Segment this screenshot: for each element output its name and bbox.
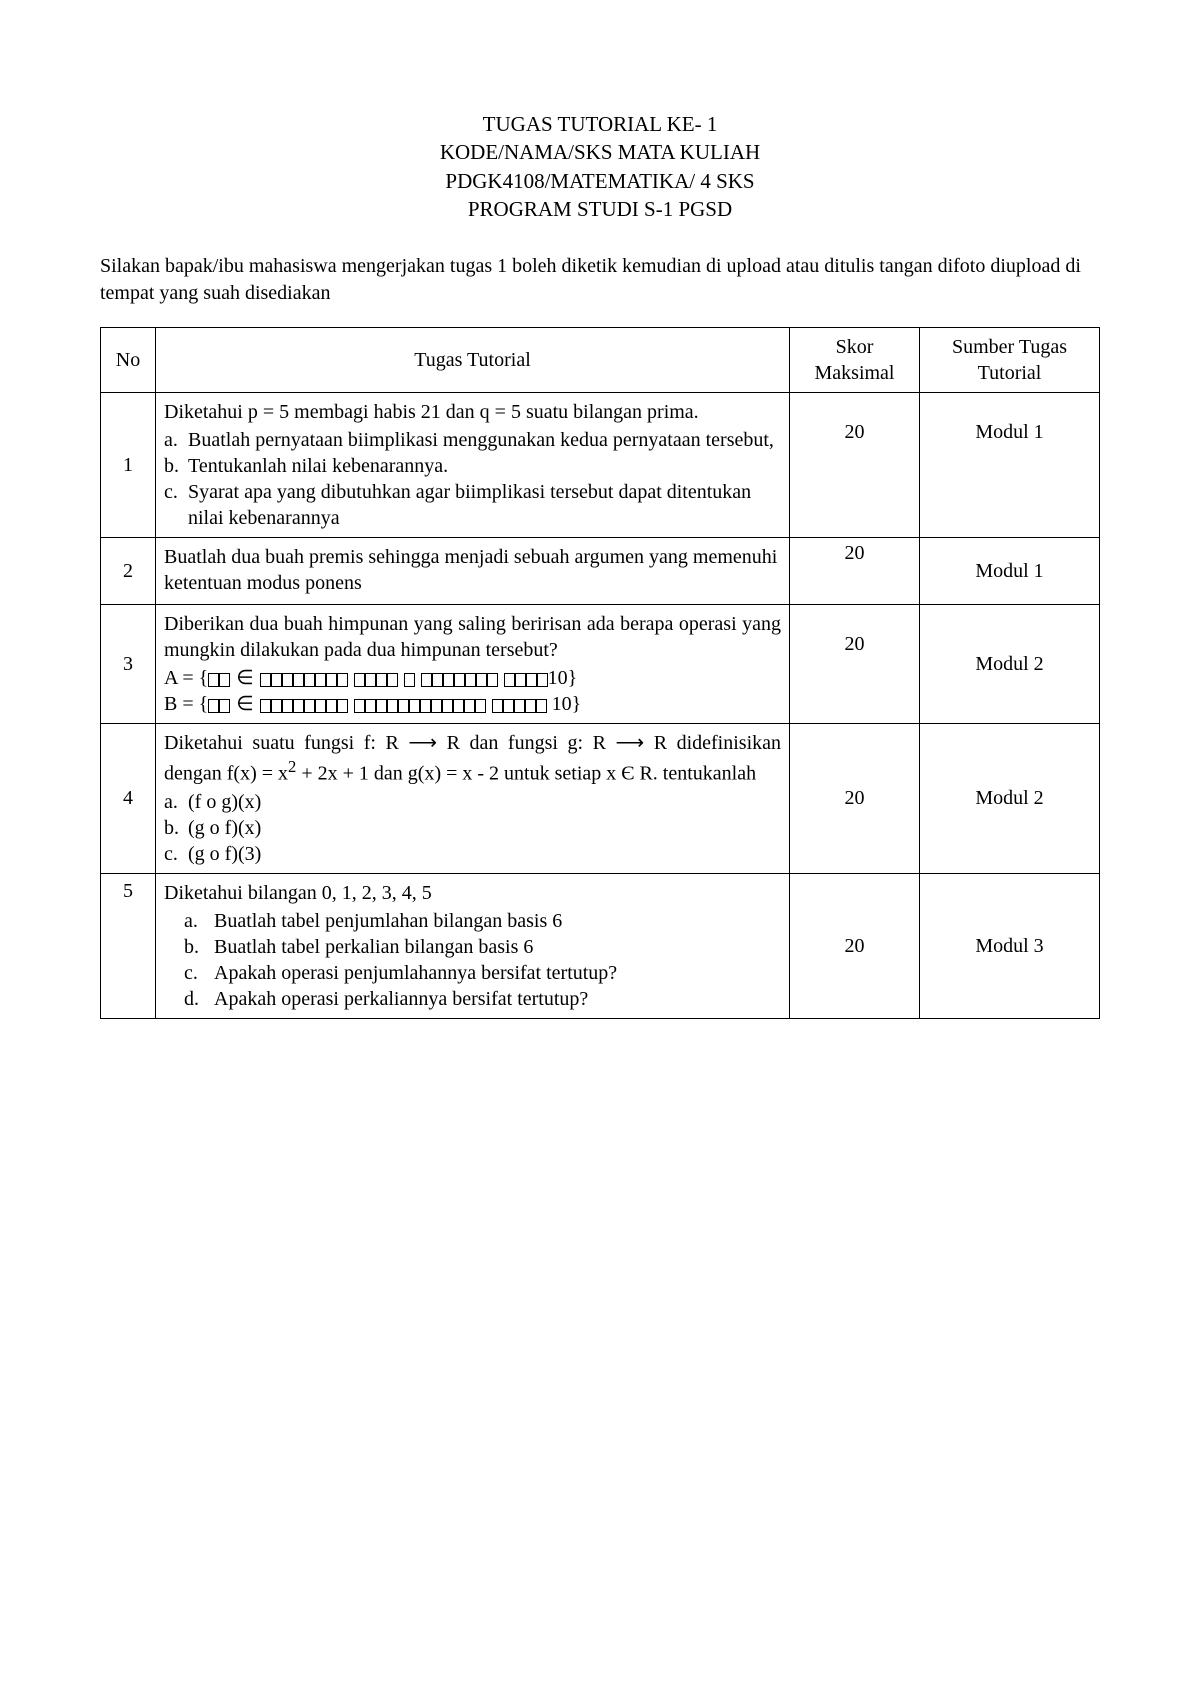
subitem-text: Tentukanlah nilai kebenarannya. [188,453,781,479]
cell-skor: 20 [790,605,920,724]
header-line-2: KODE/NAMA/SKS MATA KULIAH [100,138,1100,166]
set-b-tail: 10} [547,693,582,715]
subitem-text: (g o f)(3) [188,841,781,867]
task-subitem: c. Apakah operasi penjumlahannya bersifa… [164,960,781,986]
header-line-3: PDGK4108/MATEMATIKA/ 4 SKS [100,167,1100,195]
cell-task: Diketahui p = 5 membagi habis 21 dan q =… [156,393,790,538]
task-subitem: a. Buatlah tabel penjumlahan bilangan ba… [164,908,781,934]
cell-task: Diketahui suatu fungsi f: R ⟶ R dan fung… [156,724,790,874]
col-header-src-l1: Sumber Tugas [952,336,1067,358]
subitem-text: Buatlah tabel perkalian bilangan basis 6 [214,934,781,960]
subitem-text: Syarat apa yang dibutuhkan agar biimplik… [188,479,781,531]
table-header-row: No Tugas Tutorial Skor Maksimal Sumber T… [101,328,1100,393]
cell-src: Modul 2 [920,605,1100,724]
subitem-text: Apakah operasi perkaliannya bersifat ter… [214,986,781,1012]
subitem-marker: a. [184,908,214,934]
subitem-marker: a. [164,789,188,815]
table-row: 2 Buatlah dua buah premis sehingga menja… [101,538,1100,605]
cell-skor: 20 [790,393,920,538]
subitem-text: Buatlah pernyataan biimplikasi menggunak… [188,427,781,453]
set-b-line: B = {∈ 10} [164,691,781,717]
header-line-1: TUGAS TUTORIAL KE- 1 [100,110,1100,138]
subitem-marker: c. [184,960,214,986]
table-row: 3 Diberikan dua buah himpunan yang salin… [101,605,1100,724]
col-header-no: No [101,328,156,393]
subitem-marker: d. [184,986,214,1012]
header-line-4: PROGRAM STUDI S-1 PGSD [100,195,1100,223]
task-intro: Diketahui p = 5 membagi habis 21 dan q =… [164,399,781,425]
cell-src: Modul 1 [920,393,1100,538]
subitem-marker: b. [164,453,188,479]
task-intro: Diberikan dua buah himpunan yang saling … [164,611,781,663]
intro-pre: Diketahui suatu fungsi f: R [164,732,408,754]
task-intro: Diketahui bilangan 0, 1, 2, 3, 4, 5 [164,880,781,906]
col-header-skor-l1: Skor [836,336,874,358]
task-subitem: b. Buatlah tabel perkalian bilangan basi… [164,934,781,960]
subitem-text: Apakah operasi penjumlahannya bersifat t… [214,960,781,986]
tasks-table: No Tugas Tutorial Skor Maksimal Sumber T… [100,327,1100,1019]
cell-no: 1 [101,393,156,538]
task-intro: Buatlah dua buah premis sehingga menjadi… [164,544,781,596]
col-header-skor-l2: Maksimal [815,362,895,384]
cell-skor: 20 [790,724,920,874]
col-header-src-l2: Tutorial [978,362,1042,384]
subitem-text: (f o g)(x) [188,789,781,815]
subitem-marker: c. [164,841,188,867]
task-subitem: c. Syarat apa yang dibutuhkan agar biimp… [164,479,781,531]
cell-skor: 20 [790,538,920,605]
task-subitem: d. Apakah operasi perkaliannya bersifat … [164,986,781,1012]
document-header: TUGAS TUTORIAL KE- 1 KODE/NAMA/SKS MATA … [100,110,1100,223]
table-row: 5 Diketahui bilangan 0, 1, 2, 3, 4, 5 a.… [101,874,1100,1019]
cell-no: 3 [101,605,156,724]
cell-task: Buatlah dua buah premis sehingga menjadi… [156,538,790,605]
subitem-marker: b. [164,815,188,841]
subitem-text: Buatlah tabel penjumlahan bilangan basis… [214,908,781,934]
table-row: 4 Diketahui suatu fungsi f: R ⟶ R dan fu… [101,724,1100,874]
task-subitem: b. Tentukanlah nilai kebenarannya. [164,453,781,479]
intro-after-sup: + 2x + 1 dan g(x) = x - 2 untuk setiap x… [296,763,756,785]
cell-task: Diberikan dua buah himpunan yang saling … [156,605,790,724]
intro-paragraph: Silakan bapak/ibu mahasiswa mengerjakan … [100,253,1100,307]
task-subitem: c. (g o f)(3) [164,841,781,867]
cell-skor: 20 [790,874,920,1019]
set-a-line: A = {∈10} [164,665,781,691]
task-intro: Diketahui suatu fungsi f: R ⟶ R dan fung… [164,730,781,787]
cell-src: Modul 2 [920,724,1100,874]
task-subitem: a. Buatlah pernyataan biimplikasi menggu… [164,427,781,453]
task-subitem: a. (f o g)(x) [164,789,781,815]
col-header-skor: Skor Maksimal [790,328,920,393]
col-header-task: Tugas Tutorial [156,328,790,393]
table-row: 1 Diketahui p = 5 membagi habis 21 dan q… [101,393,1100,538]
cell-no: 2 [101,538,156,605]
subitem-marker: b. [184,934,214,960]
document-page: TUGAS TUTORIAL KE- 1 KODE/NAMA/SKS MATA … [0,0,1200,1698]
task-subitem: b. (g o f)(x) [164,815,781,841]
cell-no: 4 [101,724,156,874]
cell-src: Modul 3 [920,874,1100,1019]
cell-no: 5 [101,874,156,1019]
subitem-marker: c. [164,479,188,505]
subitem-text: (g o f)(x) [188,815,781,841]
set-a-tail: 10} [548,667,578,689]
col-header-src: Sumber Tugas Tutorial [920,328,1100,393]
cell-task: Diketahui bilangan 0, 1, 2, 3, 4, 5 a. B… [156,874,790,1019]
cell-src: Modul 1 [920,538,1100,605]
subitem-marker: a. [164,427,188,453]
intro-mid: R dan fungsi g: R [437,732,615,754]
